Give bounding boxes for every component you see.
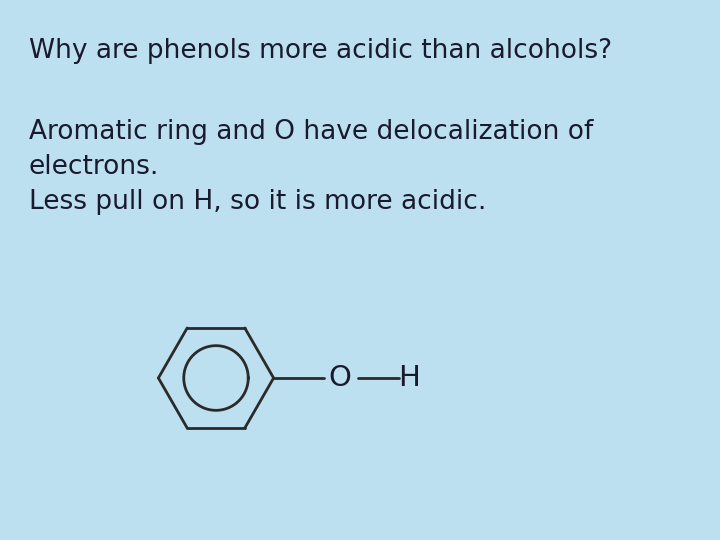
Text: Why are phenols more acidic than alcohols?: Why are phenols more acidic than alcohol… [29, 38, 612, 64]
Text: Aromatic ring and O have delocalization of
electrons.
Less pull on H, so it is m: Aromatic ring and O have delocalization … [29, 119, 593, 215]
Text: O: O [328, 364, 351, 392]
Text: H: H [398, 364, 420, 392]
